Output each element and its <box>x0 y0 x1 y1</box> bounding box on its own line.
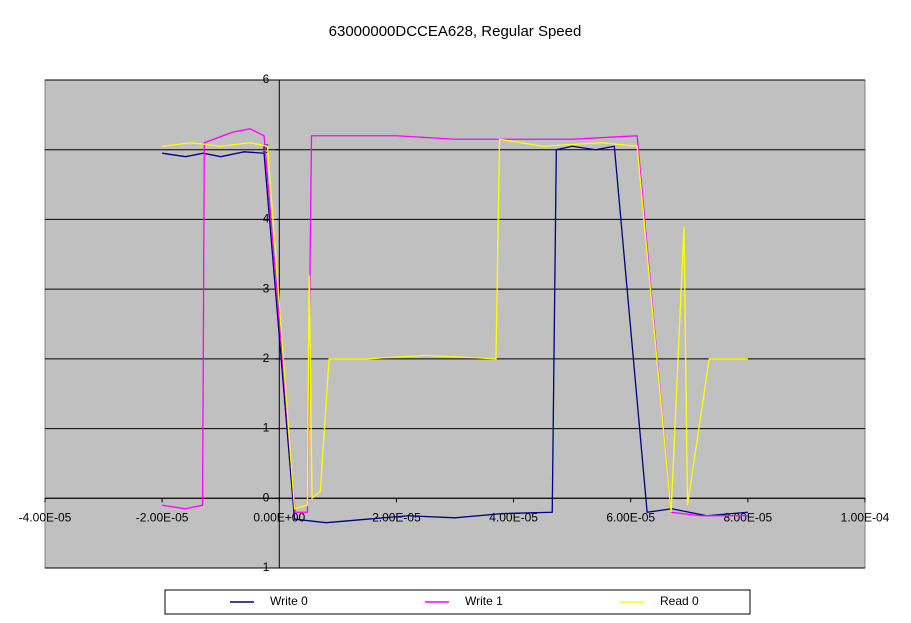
y-tick-label: 5 <box>263 142 270 156</box>
chart-title: 63000000DCCEA628, Regular Speed <box>329 23 582 40</box>
y-tick-label: 0 <box>263 490 270 504</box>
series-line <box>162 128 748 517</box>
y-tick-label: 2 <box>263 351 270 365</box>
x-tick-label: -2.00E-05 <box>136 510 189 524</box>
legend-label: Read 0 <box>660 594 699 608</box>
x-tick-label: 6.00E-05 <box>606 510 655 524</box>
x-tick-label: 8.00E-05 <box>724 510 773 524</box>
y-tick-label: 3 <box>263 281 270 295</box>
series-line <box>162 145 748 524</box>
y-tick-label: 6 <box>263 72 270 86</box>
legend-label: Write 1 <box>465 594 503 608</box>
series-line <box>162 138 748 513</box>
x-tick-label: 1.00E-04 <box>841 510 890 524</box>
x-tick-label: 2.00E-05 <box>372 510 421 524</box>
plot-area <box>44 79 866 569</box>
x-tick-label: 0.00E+00 <box>253 510 305 524</box>
y-tick-label: 4 <box>263 212 270 226</box>
x-tick-label: -4.00E-05 <box>19 510 72 524</box>
legend <box>164 589 751 615</box>
y-tick-label: 1 <box>263 421 270 435</box>
legend-label: Write 0 <box>270 594 308 608</box>
y-tick-label: -1 <box>259 560 270 574</box>
